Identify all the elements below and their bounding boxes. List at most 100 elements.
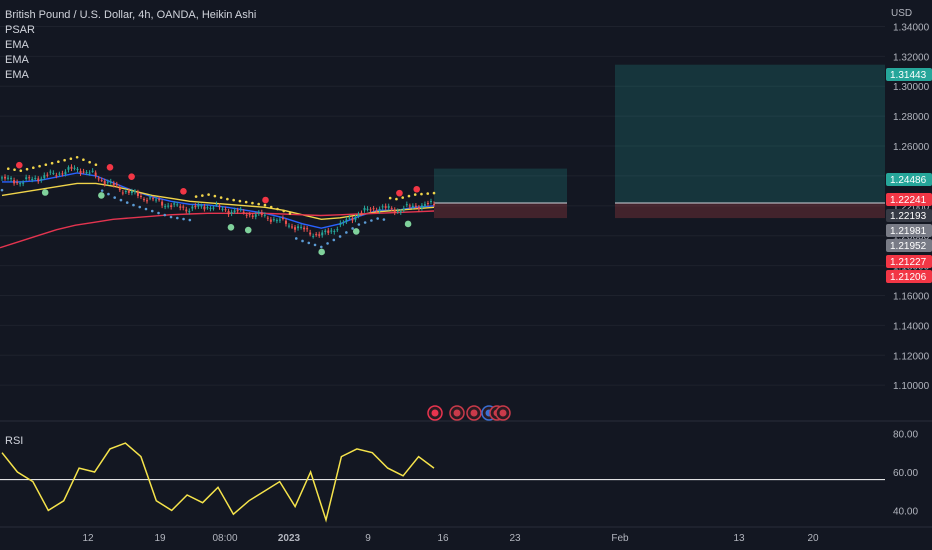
candle-body — [402, 208, 405, 210]
candle-body — [67, 167, 70, 170]
candle-body — [49, 171, 52, 173]
psar-dot — [238, 199, 242, 203]
candle-body — [384, 206, 387, 208]
candle-body — [306, 228, 309, 230]
price-tick-label: 1.20000 — [893, 232, 930, 243]
psar-dot — [57, 160, 60, 164]
candle-body — [212, 207, 215, 209]
time-tick-label: 23 — [509, 533, 521, 544]
candle-body — [230, 211, 233, 214]
candle-body — [245, 214, 248, 216]
psar-reversal-marker — [227, 224, 235, 231]
candle-body — [405, 204, 408, 206]
candle-body — [315, 234, 318, 236]
candle-body — [52, 172, 55, 174]
psar-dot — [407, 194, 411, 198]
time-axis[interactable]: 12 19 08:00 2023 9 16 23 Feb 13 20 — [0, 526, 932, 544]
chart-title[interactable]: British Pound / U.S. Dollar, 4h, OANDA, … — [5, 9, 257, 21]
price-tag: 1.22241 — [886, 193, 932, 206]
candle-body — [94, 172, 97, 176]
candle-body — [22, 182, 25, 184]
psar-dot — [276, 207, 279, 211]
legend-psar[interactable]: PSAR — [5, 24, 35, 36]
candle-body — [257, 212, 260, 214]
psar-dot — [32, 166, 35, 170]
psar-dot — [232, 198, 235, 202]
candle-body — [342, 221, 345, 223]
candle-body — [333, 231, 336, 233]
psar-dot — [63, 158, 66, 162]
candle-body — [414, 205, 417, 207]
psar-dot — [357, 223, 361, 226]
psar-reversal-marker — [352, 228, 360, 235]
candle-body — [348, 217, 351, 219]
price-tag-bg — [886, 173, 932, 186]
price-tag-label: 1.22241 — [890, 195, 927, 206]
candle-body — [390, 208, 393, 210]
psar-dot — [201, 194, 204, 197]
psar-dot — [50, 161, 54, 165]
rsi-tick-label: 80.00 — [893, 430, 918, 441]
psar-dot — [75, 155, 79, 159]
psar-reversal-marker — [106, 164, 114, 171]
candle-body — [300, 226, 303, 228]
psar-dot — [376, 217, 379, 220]
ema-line — [0, 210, 435, 249]
candle-body — [139, 195, 142, 197]
psar-dot — [244, 200, 248, 204]
price-tick-label: 1.10000 — [893, 381, 930, 392]
psar-dot — [382, 218, 386, 221]
candle-body — [221, 208, 224, 210]
candle-body — [324, 230, 327, 232]
candle-body — [218, 205, 221, 208]
price-axis[interactable]: 1.340001.320001.300001.280001.260001.240… — [893, 22, 930, 517]
rsi-label[interactable]: RSI — [5, 435, 24, 447]
candle-body — [369, 209, 372, 211]
candle-body — [173, 203, 176, 205]
candle-body — [185, 209, 188, 212]
candle-body — [64, 171, 67, 175]
economic-events[interactable] — [427, 405, 511, 421]
rsi-tick-label: 60.00 — [893, 468, 918, 479]
candle-body — [363, 207, 366, 211]
candle-body — [309, 232, 312, 235]
grid-lines — [0, 25, 932, 481]
psar-dot — [169, 215, 173, 219]
psar-dot — [395, 197, 398, 201]
legend-ema-1[interactable]: EMA — [5, 39, 29, 51]
candle-body — [197, 204, 200, 207]
psar-dot — [157, 211, 160, 215]
candle-body — [351, 218, 354, 221]
psar-dot — [313, 243, 317, 247]
candle-body — [200, 205, 203, 207]
legend-ema-2[interactable]: EMA — [5, 54, 29, 66]
candle-body — [236, 210, 239, 212]
price-tick-label: 1.26000 — [893, 142, 930, 153]
candle-body — [321, 232, 324, 236]
rsi-line — [1, 442, 435, 523]
candle-body — [161, 201, 164, 206]
candle-body — [155, 199, 158, 201]
candle-body — [408, 205, 411, 207]
psar-dot — [226, 197, 229, 201]
psar-dot — [88, 160, 91, 164]
legend-ema-3[interactable]: EMA — [5, 69, 29, 81]
candle-body — [179, 206, 182, 208]
psar-dot — [163, 213, 167, 217]
psar-dot — [138, 205, 142, 209]
position-tools[interactable] — [434, 64, 885, 219]
candle-body — [91, 170, 94, 172]
price-tag: 1.21227 — [886, 255, 932, 268]
candle-body — [278, 219, 281, 221]
candle-body — [375, 210, 378, 212]
candle-body — [37, 178, 40, 182]
candle-body — [130, 191, 133, 193]
candle-body — [16, 182, 19, 184]
candle-body — [393, 209, 396, 213]
candle-body — [10, 178, 13, 180]
position-target-zone — [615, 64, 885, 203]
price-tag: 1.22193 — [886, 209, 932, 222]
candle-body — [224, 209, 227, 211]
candle-body — [239, 208, 242, 210]
